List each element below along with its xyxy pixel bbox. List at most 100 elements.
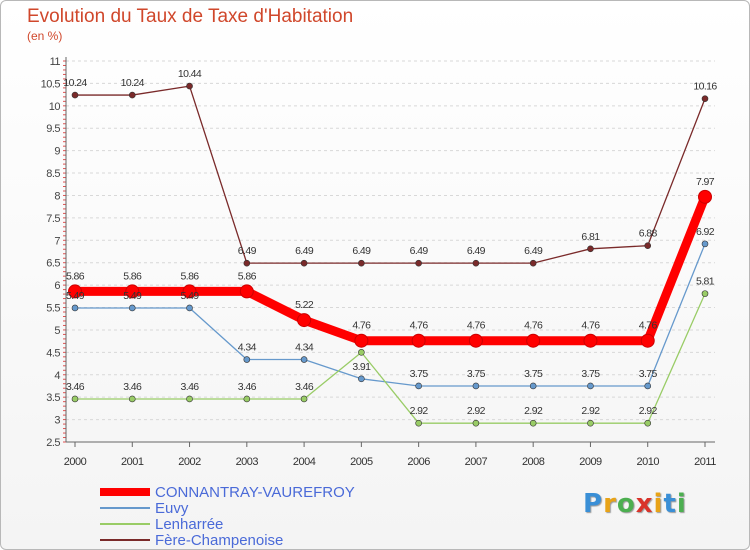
y-tick-label: 3 xyxy=(54,415,60,427)
data-point xyxy=(640,333,655,348)
data-label: 5.49 xyxy=(123,290,142,302)
data-point xyxy=(468,333,483,348)
data-label: 5.86 xyxy=(66,270,85,282)
data-point xyxy=(358,259,365,267)
data-point xyxy=(644,382,652,390)
y-tick-label: 9.5 xyxy=(46,123,60,135)
data-point xyxy=(300,356,308,363)
data-label: 5.81 xyxy=(696,276,715,288)
data-label: 3.46 xyxy=(123,381,142,393)
data-point xyxy=(358,375,365,383)
data-label: 6.88 xyxy=(639,228,658,240)
y-tick-label: 5.5 xyxy=(46,303,60,315)
series-line xyxy=(74,243,706,387)
data-point xyxy=(354,333,369,348)
data-point xyxy=(415,419,422,427)
data-point xyxy=(243,395,251,403)
legend-label: Lenharrée xyxy=(155,515,224,533)
data-point xyxy=(644,419,652,427)
logo-letter: o xyxy=(616,489,636,519)
data-point xyxy=(644,242,652,249)
x-tick-label: 2004 xyxy=(293,456,316,468)
data-label: 6.81 xyxy=(581,231,600,243)
data-label: 5.49 xyxy=(181,290,200,302)
legend-item: Fère-Champenoise xyxy=(100,531,355,549)
data-label: 4.76 xyxy=(524,320,543,332)
logo-letter: i xyxy=(653,489,664,519)
data-point xyxy=(239,284,254,299)
data-label: 6.49 xyxy=(410,245,429,257)
data-point xyxy=(526,333,541,348)
data-point xyxy=(71,304,79,312)
legend-label: Fère-Champenoise xyxy=(155,531,284,549)
legend-item: CONNANTRAY-VAUREFROY xyxy=(100,484,355,501)
data-point xyxy=(529,419,537,427)
data-label: 3.91 xyxy=(352,361,371,373)
y-tick-label: 6.5 xyxy=(46,258,60,270)
data-point xyxy=(529,382,537,390)
data-label: 6.49 xyxy=(295,245,314,257)
y-tick-label: 2.5 xyxy=(46,437,60,449)
logo-letter: x xyxy=(635,489,654,519)
data-label: 4.76 xyxy=(467,320,486,332)
data-point xyxy=(186,82,193,90)
data-label: 7.97 xyxy=(696,176,715,188)
data-label: 3.75 xyxy=(467,368,486,380)
data-point xyxy=(71,91,79,99)
legend-swatch xyxy=(100,523,150,525)
data-point xyxy=(128,304,136,312)
data-point xyxy=(297,313,312,328)
y-tick-label: 10.5 xyxy=(41,78,61,90)
y-tick-label: 8.5 xyxy=(46,168,60,180)
series-line xyxy=(74,292,706,424)
chart-subtitle: (en %) xyxy=(27,29,63,43)
y-tick-label: 3.5 xyxy=(46,392,60,404)
data-label: 6.49 xyxy=(238,245,257,257)
chart-legend: CONNANTRAY-VAUREFROY Euvy Lenharrée Fère-Ch… xyxy=(100,484,355,549)
data-point xyxy=(698,189,712,204)
data-label: 2.92 xyxy=(581,405,600,417)
logo-letter: P xyxy=(583,489,604,519)
x-tick-label: 2010 xyxy=(636,456,659,468)
data-label: 3.75 xyxy=(410,368,429,380)
data-point xyxy=(300,259,308,267)
data-point xyxy=(415,382,422,390)
data-point xyxy=(583,333,598,348)
y-tick-label: 4 xyxy=(54,370,60,382)
legend-swatch xyxy=(100,539,150,541)
data-label: 3.75 xyxy=(639,368,658,380)
data-label: 10.24 xyxy=(63,77,87,89)
x-tick-label: 2011 xyxy=(694,456,716,468)
y-tick-label: 10 xyxy=(49,101,61,113)
y-tick-label: 6 xyxy=(54,280,60,292)
data-point xyxy=(128,395,136,403)
data-point xyxy=(300,395,308,403)
x-tick-label: 2007 xyxy=(465,456,488,468)
data-label: 4.34 xyxy=(238,342,257,354)
data-label: 2.92 xyxy=(524,405,543,417)
x-tick-label: 2005 xyxy=(350,456,373,468)
data-label: 5.22 xyxy=(295,299,314,311)
logo-letter: t xyxy=(663,489,677,519)
x-tick-label: 2001 xyxy=(121,456,144,468)
data-point xyxy=(186,395,193,403)
data-label: 6.92 xyxy=(696,226,715,238)
data-point xyxy=(587,382,594,390)
data-label: 5.86 xyxy=(238,270,257,282)
data-point xyxy=(472,259,480,267)
data-label: 4.34 xyxy=(295,342,314,354)
data-label: 6.49 xyxy=(352,245,371,257)
x-tick-label: 2009 xyxy=(579,456,602,468)
data-label: 3.46 xyxy=(295,381,314,393)
data-point xyxy=(472,382,480,390)
x-tick-label: 2003 xyxy=(236,456,259,468)
proxiti-logo: Proxiti xyxy=(583,489,687,519)
legend-swatch xyxy=(100,488,150,496)
legend-label: Euvy xyxy=(155,499,189,517)
data-label: 5.86 xyxy=(123,270,142,282)
data-label: 6.49 xyxy=(524,245,543,257)
data-label: 2.92 xyxy=(639,405,658,417)
y-tick-label: 7.5 xyxy=(46,213,60,225)
